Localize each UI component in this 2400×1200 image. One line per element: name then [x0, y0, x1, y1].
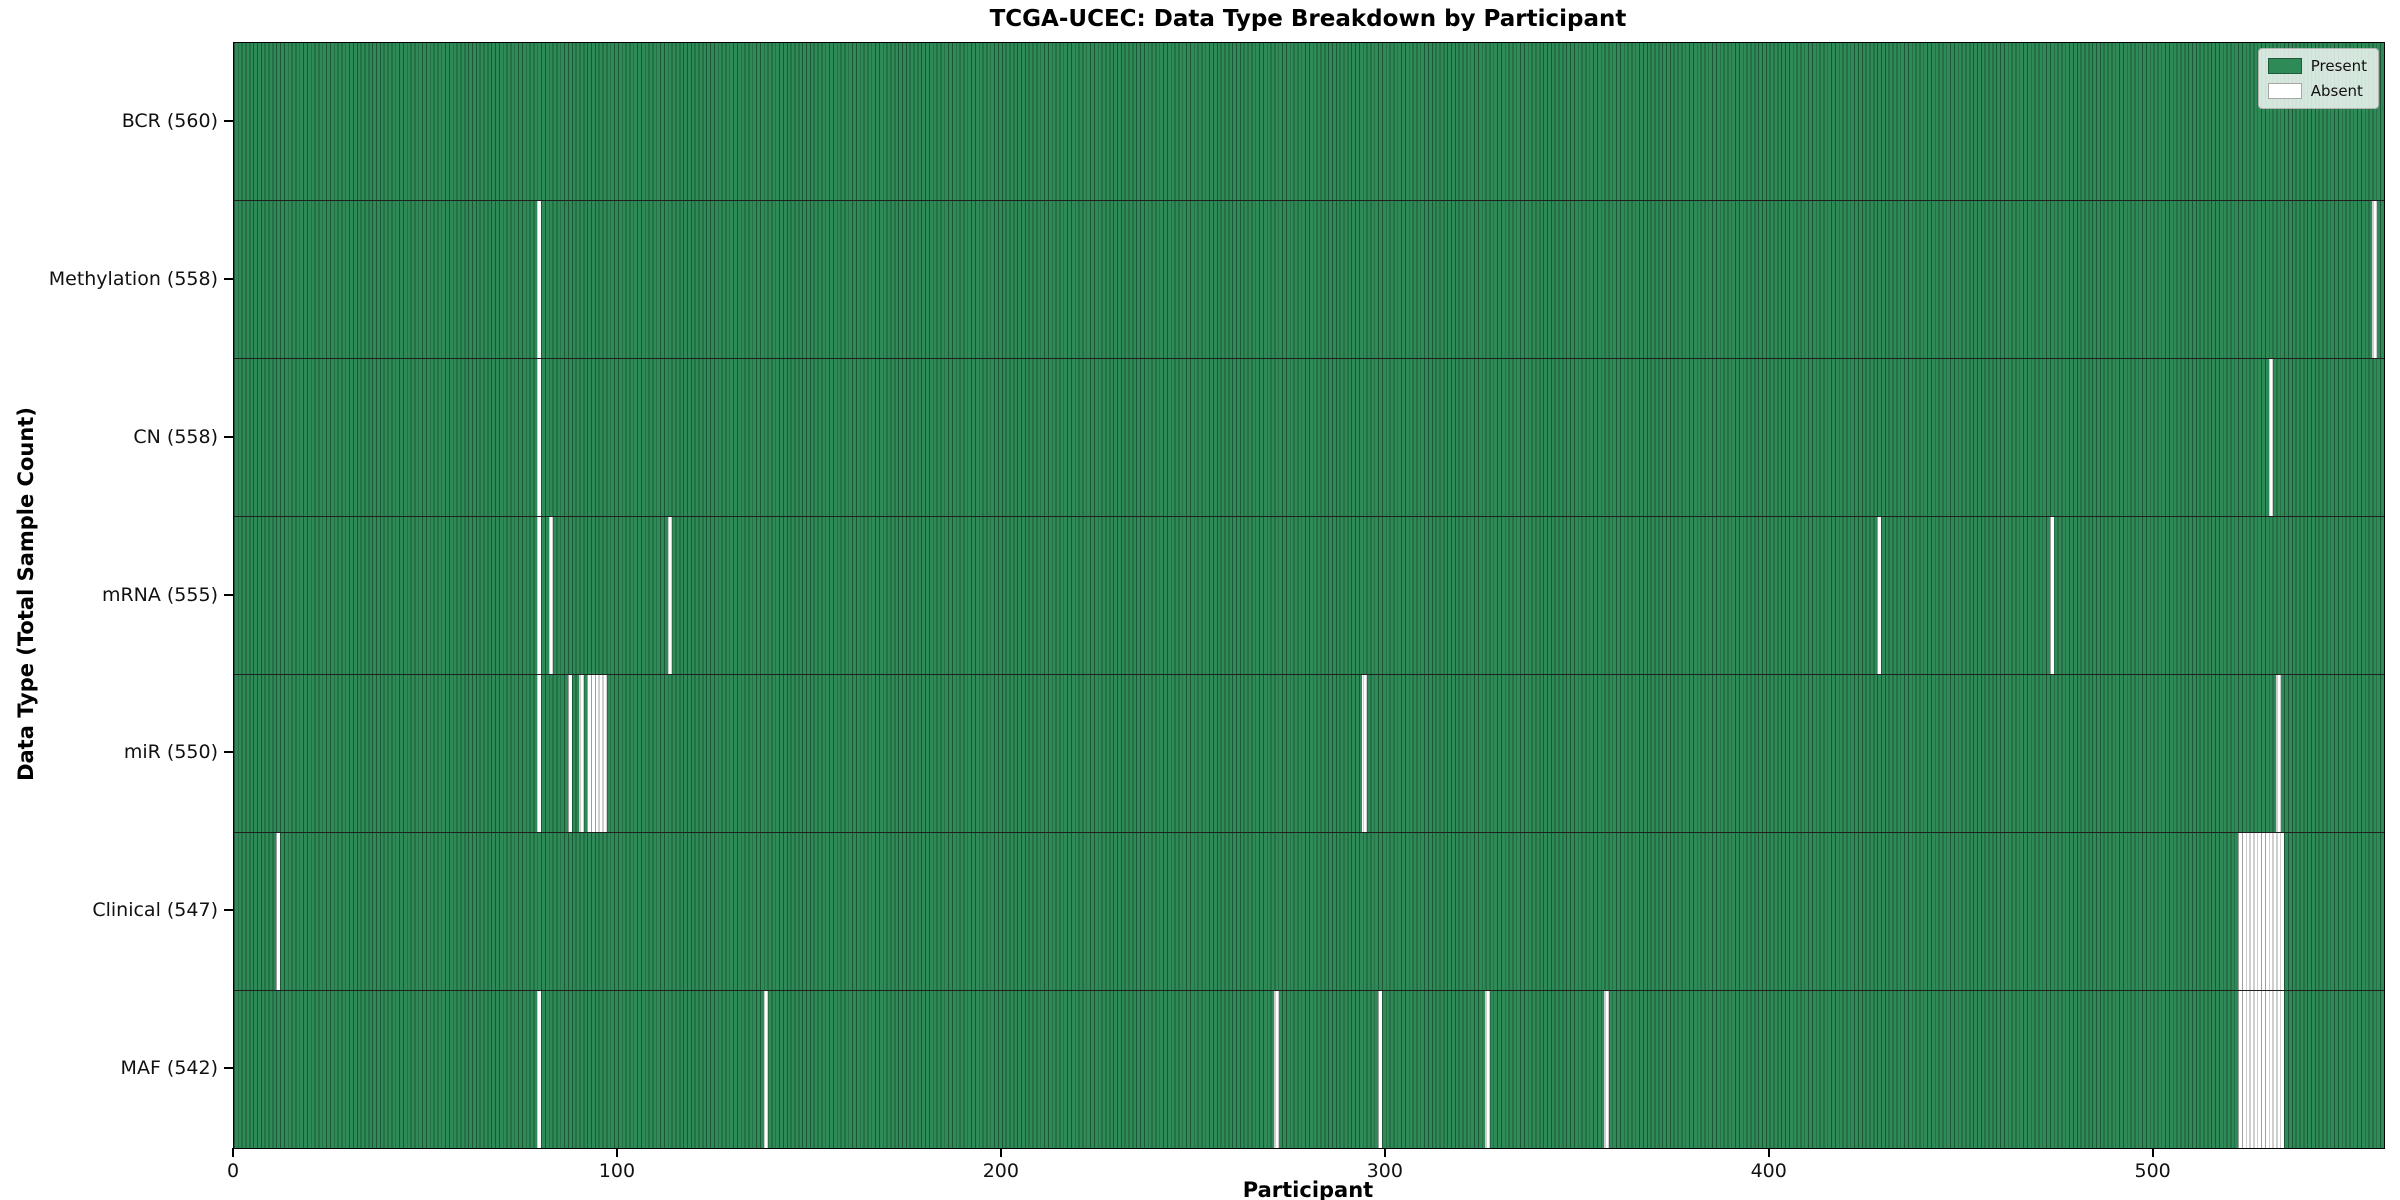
absent-gap: [1485, 991, 1490, 1148]
legend-label-absent: Absent: [2310, 82, 2363, 100]
absent-gap: [2264, 833, 2270, 990]
absent-gap: [2241, 991, 2247, 1148]
ytick-label-mir: miR (550): [123, 741, 218, 764]
plot-area: Present Absent: [233, 42, 2385, 1149]
absent-gap: [275, 833, 281, 990]
absent-gap: [2249, 991, 2254, 1148]
absent-gap: [586, 675, 592, 832]
absent-gap: [537, 675, 542, 832]
absent-gap: [667, 517, 672, 674]
absent-gap: [2268, 359, 2273, 516]
present-swatch: [2267, 58, 2302, 74]
absent-gap: [2280, 991, 2285, 1148]
absent-gap: [2253, 833, 2258, 990]
absent-gap: [2049, 517, 2055, 674]
ytick-mark: [224, 435, 233, 438]
absent-swatch: [2267, 83, 2302, 99]
absent-gap: [2245, 833, 2250, 990]
ytick-mark: [224, 593, 233, 596]
legend-item-present: Present: [2267, 57, 2367, 75]
absent-gap: [2245, 991, 2250, 1148]
xtick-mark: [1767, 1148, 1770, 1157]
absent-gap: [2276, 675, 2281, 832]
ytick-label-methylation: Methylation (558): [48, 267, 218, 290]
absent-gap: [602, 675, 607, 832]
absent-gap: [1274, 991, 1279, 1148]
xtick-mark: [2151, 1148, 2154, 1157]
ytick-label-mrna: mRNA (555): [101, 583, 218, 606]
legend-label-present: Present: [2310, 57, 2367, 75]
ytick-mark: [224, 119, 233, 122]
xtick-mark: [615, 1148, 618, 1157]
absent-gap: [2264, 991, 2270, 1148]
absent-gap: [2257, 833, 2262, 990]
row-band-bcr: [234, 43, 2384, 201]
legend-item-absent: Absent: [2267, 82, 2367, 100]
absent-gap: [2260, 991, 2266, 1148]
ytick-mark: [224, 1067, 233, 1070]
ytick-label-clinical: Clinical (547): [92, 899, 218, 922]
absent-gap: [2241, 833, 2247, 990]
xtick-label-500: 500: [2134, 1160, 2171, 1182]
absent-gap: [2260, 833, 2266, 990]
xtick-label-100: 100: [598, 1160, 636, 1182]
absent-gap: [2268, 991, 2273, 1148]
row-band-cn: [234, 359, 2384, 517]
row-band-maf: [234, 991, 2384, 1148]
xtick-label-300: 300: [1366, 1160, 1403, 1182]
absent-gap: [2280, 833, 2285, 990]
absent-gap: [2276, 833, 2281, 990]
row-band-methylation: [234, 201, 2384, 359]
absent-gap: [548, 517, 553, 674]
absent-gap: [590, 675, 596, 832]
absent-gap: [2372, 201, 2377, 358]
absent-gap: [2249, 833, 2254, 990]
xtick-mark: [1383, 1148, 1386, 1157]
ytick-mark: [224, 909, 233, 912]
row-band-mir: [234, 675, 2384, 833]
absent-gap: [537, 991, 542, 1148]
xtick-mark: [232, 1148, 234, 1157]
absent-gap: [2237, 991, 2243, 1148]
absent-gap: [537, 517, 542, 674]
absent-gap: [763, 991, 768, 1148]
xtick-label-400: 400: [1750, 1160, 1787, 1182]
ytick-label-cn: CN (558): [133, 425, 218, 448]
absent-gap: [598, 675, 603, 832]
legend: Present Absent: [2257, 48, 2379, 109]
absent-gap: [537, 359, 542, 516]
row-band-mrna: [234, 517, 2384, 675]
absent-gap: [567, 675, 573, 832]
absent-gap: [1377, 991, 1383, 1148]
absent-gap: [1362, 675, 1367, 832]
chart-title: TCGA-UCEC: Data Type Breakdown by Partic…: [989, 6, 1627, 32]
ytick-label-maf: MAF (542): [120, 1057, 218, 1080]
ytick-label-bcr: BCR (560): [121, 109, 218, 132]
absent-gap: [1876, 517, 1882, 674]
absent-gap: [594, 675, 600, 832]
xtick-label-0: 0: [226, 1160, 240, 1182]
ytick-mark: [224, 751, 233, 754]
absent-gap: [1604, 991, 1609, 1148]
absent-gap: [2268, 833, 2273, 990]
absent-gap: [537, 201, 542, 358]
ytick-mark: [224, 277, 233, 280]
x-axis-label: Participant: [1242, 1178, 1374, 1200]
absent-gap: [2237, 833, 2243, 990]
absent-gap: [2272, 991, 2277, 1148]
xtick-label-200: 200: [982, 1160, 1019, 1182]
absent-gap: [2257, 991, 2262, 1148]
absent-gap: [2272, 833, 2277, 990]
absent-gap: [579, 675, 584, 832]
absent-gap: [2276, 991, 2281, 1148]
absent-gap: [2253, 991, 2258, 1148]
xtick-mark: [999, 1148, 1002, 1157]
row-band-clinical: [234, 833, 2384, 991]
